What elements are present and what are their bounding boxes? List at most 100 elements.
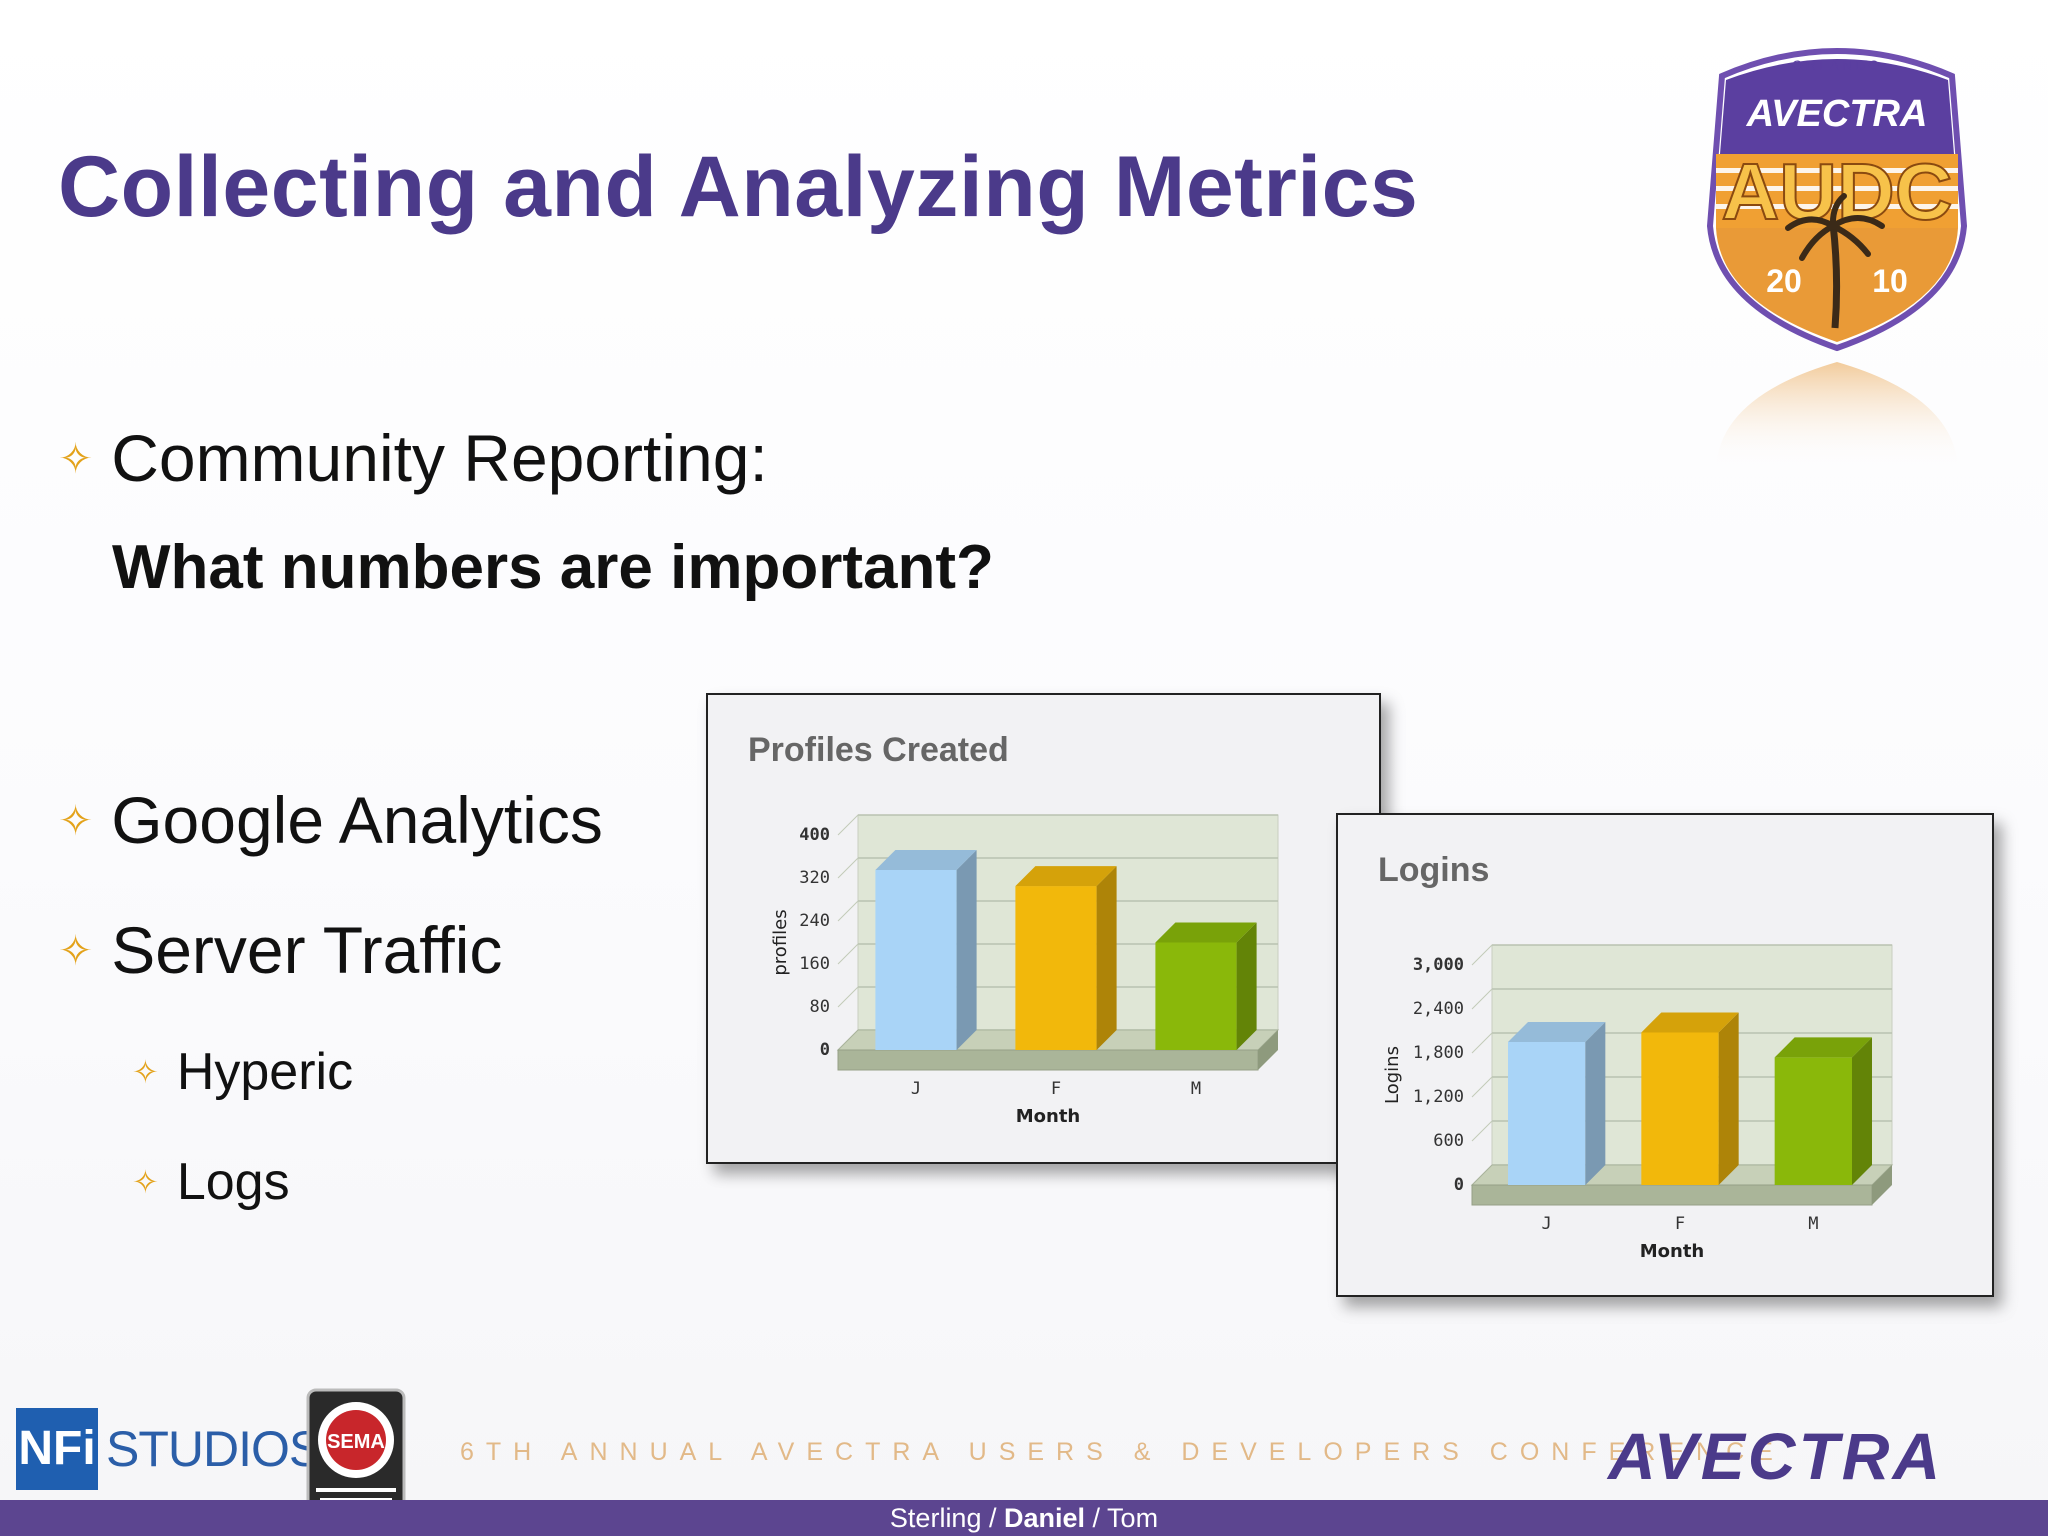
bullet-server-traffic: ✧ Server Traffic bbox=[58, 912, 502, 988]
badge-brand: AVECTRA bbox=[1746, 93, 1928, 135]
sub-bullet-logs: ✧ Logs bbox=[132, 1152, 290, 1212]
bullet-label: Google Analytics bbox=[111, 783, 603, 857]
conference-text: 6TH ANNUAL AVECTRA USERS & DEVELOPERS CO… bbox=[460, 1438, 1785, 1466]
y-axis-label: Logins bbox=[1382, 1046, 1403, 1104]
y-tick-label: 0 bbox=[1454, 1175, 1464, 1195]
bar-top bbox=[1774, 1037, 1872, 1058]
bar-J bbox=[1508, 1022, 1606, 1185]
badge-top-text: ORLANDO bbox=[1792, 57, 1882, 73]
y-tick-label: 320 bbox=[799, 868, 830, 888]
bar-top bbox=[1508, 1022, 1606, 1042]
y-tick-label: 1,800 bbox=[1413, 1043, 1464, 1063]
x-axis-label: Month bbox=[1016, 1106, 1081, 1127]
bar-side bbox=[1236, 922, 1257, 1050]
y-tick-label: 400 bbox=[799, 825, 830, 845]
chart-plot: 0 600 1,200 1,800 2,400 3,000 J F M Month Logins bbox=[1382, 944, 1894, 1262]
bar-side bbox=[1096, 866, 1117, 1050]
bullet-label: Community Reporting: bbox=[111, 421, 768, 495]
gridline-depth bbox=[1471, 944, 1493, 966]
chart-title: Profiles Created bbox=[748, 731, 1009, 769]
x-axis-label: Month bbox=[1640, 1241, 1705, 1262]
bar-side bbox=[956, 849, 977, 1050]
sub-bullet-label: Hyperic bbox=[176, 1043, 354, 1101]
gridline-depth bbox=[837, 986, 859, 1008]
bar-side bbox=[1718, 1012, 1739, 1185]
gridline-depth bbox=[1471, 1032, 1493, 1054]
bullet-label: Server Traffic bbox=[111, 913, 503, 987]
audc-2010-logo: ORLANDO AVECTRA AUDC 20 10 bbox=[1706, 48, 1968, 468]
gridline-depth bbox=[1471, 1120, 1493, 1142]
presenter-tom: Tom bbox=[1107, 1503, 1159, 1533]
y-tick-label: 0 bbox=[820, 1040, 830, 1060]
chart-floor-front bbox=[1471, 1184, 1873, 1206]
chart-title: Logins bbox=[1378, 851, 1490, 889]
avectra-logo: AVECTRA bbox=[1608, 1419, 1944, 1493]
gridline-depth bbox=[837, 900, 859, 922]
four-point-star-icon: ✧ bbox=[132, 1163, 159, 1201]
y-tick-label: 80 bbox=[810, 997, 830, 1017]
x-tick-label: F bbox=[1675, 1214, 1685, 1234]
y-tick-label: 240 bbox=[799, 911, 830, 931]
gridline-depth bbox=[837, 857, 859, 879]
gridline-depth bbox=[1471, 988, 1493, 1010]
footer-bar bbox=[0, 1500, 2048, 1536]
x-tick-label: M bbox=[1191, 1079, 1201, 1099]
bar-front bbox=[1508, 1042, 1586, 1185]
bar-chart-profiles: 0 80 160 240 320 400 J F M Month profiles bbox=[770, 814, 1280, 1127]
x-tick-label: J bbox=[911, 1079, 921, 1099]
bar-M bbox=[1774, 1037, 1872, 1185]
bullet-community-reporting: ✧ Community Reporting: bbox=[58, 420, 768, 496]
x-tick-label: F bbox=[1051, 1079, 1061, 1099]
badge-year-right: 10 bbox=[1872, 263, 1908, 299]
y-tick-label: 2,400 bbox=[1413, 999, 1464, 1019]
sema-logo: SEMA bbox=[306, 1388, 406, 1524]
bar-side bbox=[1852, 1037, 1872, 1185]
bar-J bbox=[875, 849, 977, 1050]
gridline-depth bbox=[1471, 1076, 1493, 1098]
bar-front bbox=[875, 869, 957, 1050]
badge-top-band bbox=[1720, 59, 1954, 154]
four-point-star-icon: ✧ bbox=[58, 795, 94, 845]
x-tick-label: M bbox=[1808, 1214, 1818, 1234]
badge-year-left: 20 bbox=[1766, 263, 1802, 299]
presenter-separator: / bbox=[981, 1503, 1004, 1533]
x-tick-label: J bbox=[1542, 1214, 1552, 1234]
four-point-star-icon: ✧ bbox=[58, 925, 94, 975]
presenter-daniel: Daniel bbox=[1003, 1503, 1086, 1533]
bar-top bbox=[1641, 1012, 1739, 1033]
bar-F bbox=[1641, 1012, 1739, 1185]
presenters-line: Sterling / Daniel / Tom bbox=[0, 1500, 2048, 1536]
sema-text: SEMA bbox=[327, 1431, 385, 1453]
chart-logins: Logins 0 600 1,200 1,800 2,400 3,000 J F M Month L… bbox=[1336, 813, 1994, 1297]
bar-front bbox=[1774, 1057, 1852, 1185]
presenter-sterling: Sterling bbox=[889, 1503, 982, 1533]
bullet-google-analytics: ✧ Google Analytics bbox=[58, 782, 603, 858]
bar-front bbox=[1641, 1032, 1719, 1185]
slide-title: Collecting and Analyzing Metrics bbox=[58, 139, 1419, 235]
bar-top bbox=[1155, 922, 1257, 943]
chart-floor-side bbox=[1258, 1030, 1278, 1070]
bar-chart-logins: 0 600 1,200 1,800 2,400 3,000 J F M Month Logins bbox=[1382, 944, 1894, 1262]
chart-floor-front bbox=[837, 1049, 1259, 1071]
gridline-depth bbox=[837, 814, 859, 836]
bar-F bbox=[1015, 866, 1117, 1050]
y-tick-label: 1,200 bbox=[1413, 1087, 1464, 1107]
studios-logo-text: STUDIOS bbox=[106, 1421, 322, 1477]
sub-bullet-hyperic: ✧ Hyperic bbox=[132, 1042, 353, 1102]
palm-tree-icon bbox=[1785, 193, 1885, 329]
four-point-star-icon: ✧ bbox=[58, 433, 94, 483]
chart-floor-side bbox=[1872, 1165, 1892, 1205]
y-tick-label: 600 bbox=[1433, 1131, 1464, 1151]
gridline-depth bbox=[837, 943, 859, 965]
chart-plot: 0 80 160 240 320 400 J F M Month profiles bbox=[770, 814, 1280, 1127]
bar-side bbox=[1585, 1022, 1606, 1185]
bar-front bbox=[1015, 886, 1097, 1050]
nfi-logo: NFi bbox=[16, 1408, 98, 1490]
bar-top bbox=[1015, 866, 1117, 887]
y-tick-label: 3,000 bbox=[1413, 955, 1464, 975]
bar-top bbox=[875, 849, 977, 870]
presenter-separator: / bbox=[1085, 1503, 1108, 1533]
question-text: What numbers are important? bbox=[112, 533, 994, 602]
y-axis-label: profiles bbox=[770, 909, 791, 975]
y-tick-label: 160 bbox=[799, 954, 830, 974]
